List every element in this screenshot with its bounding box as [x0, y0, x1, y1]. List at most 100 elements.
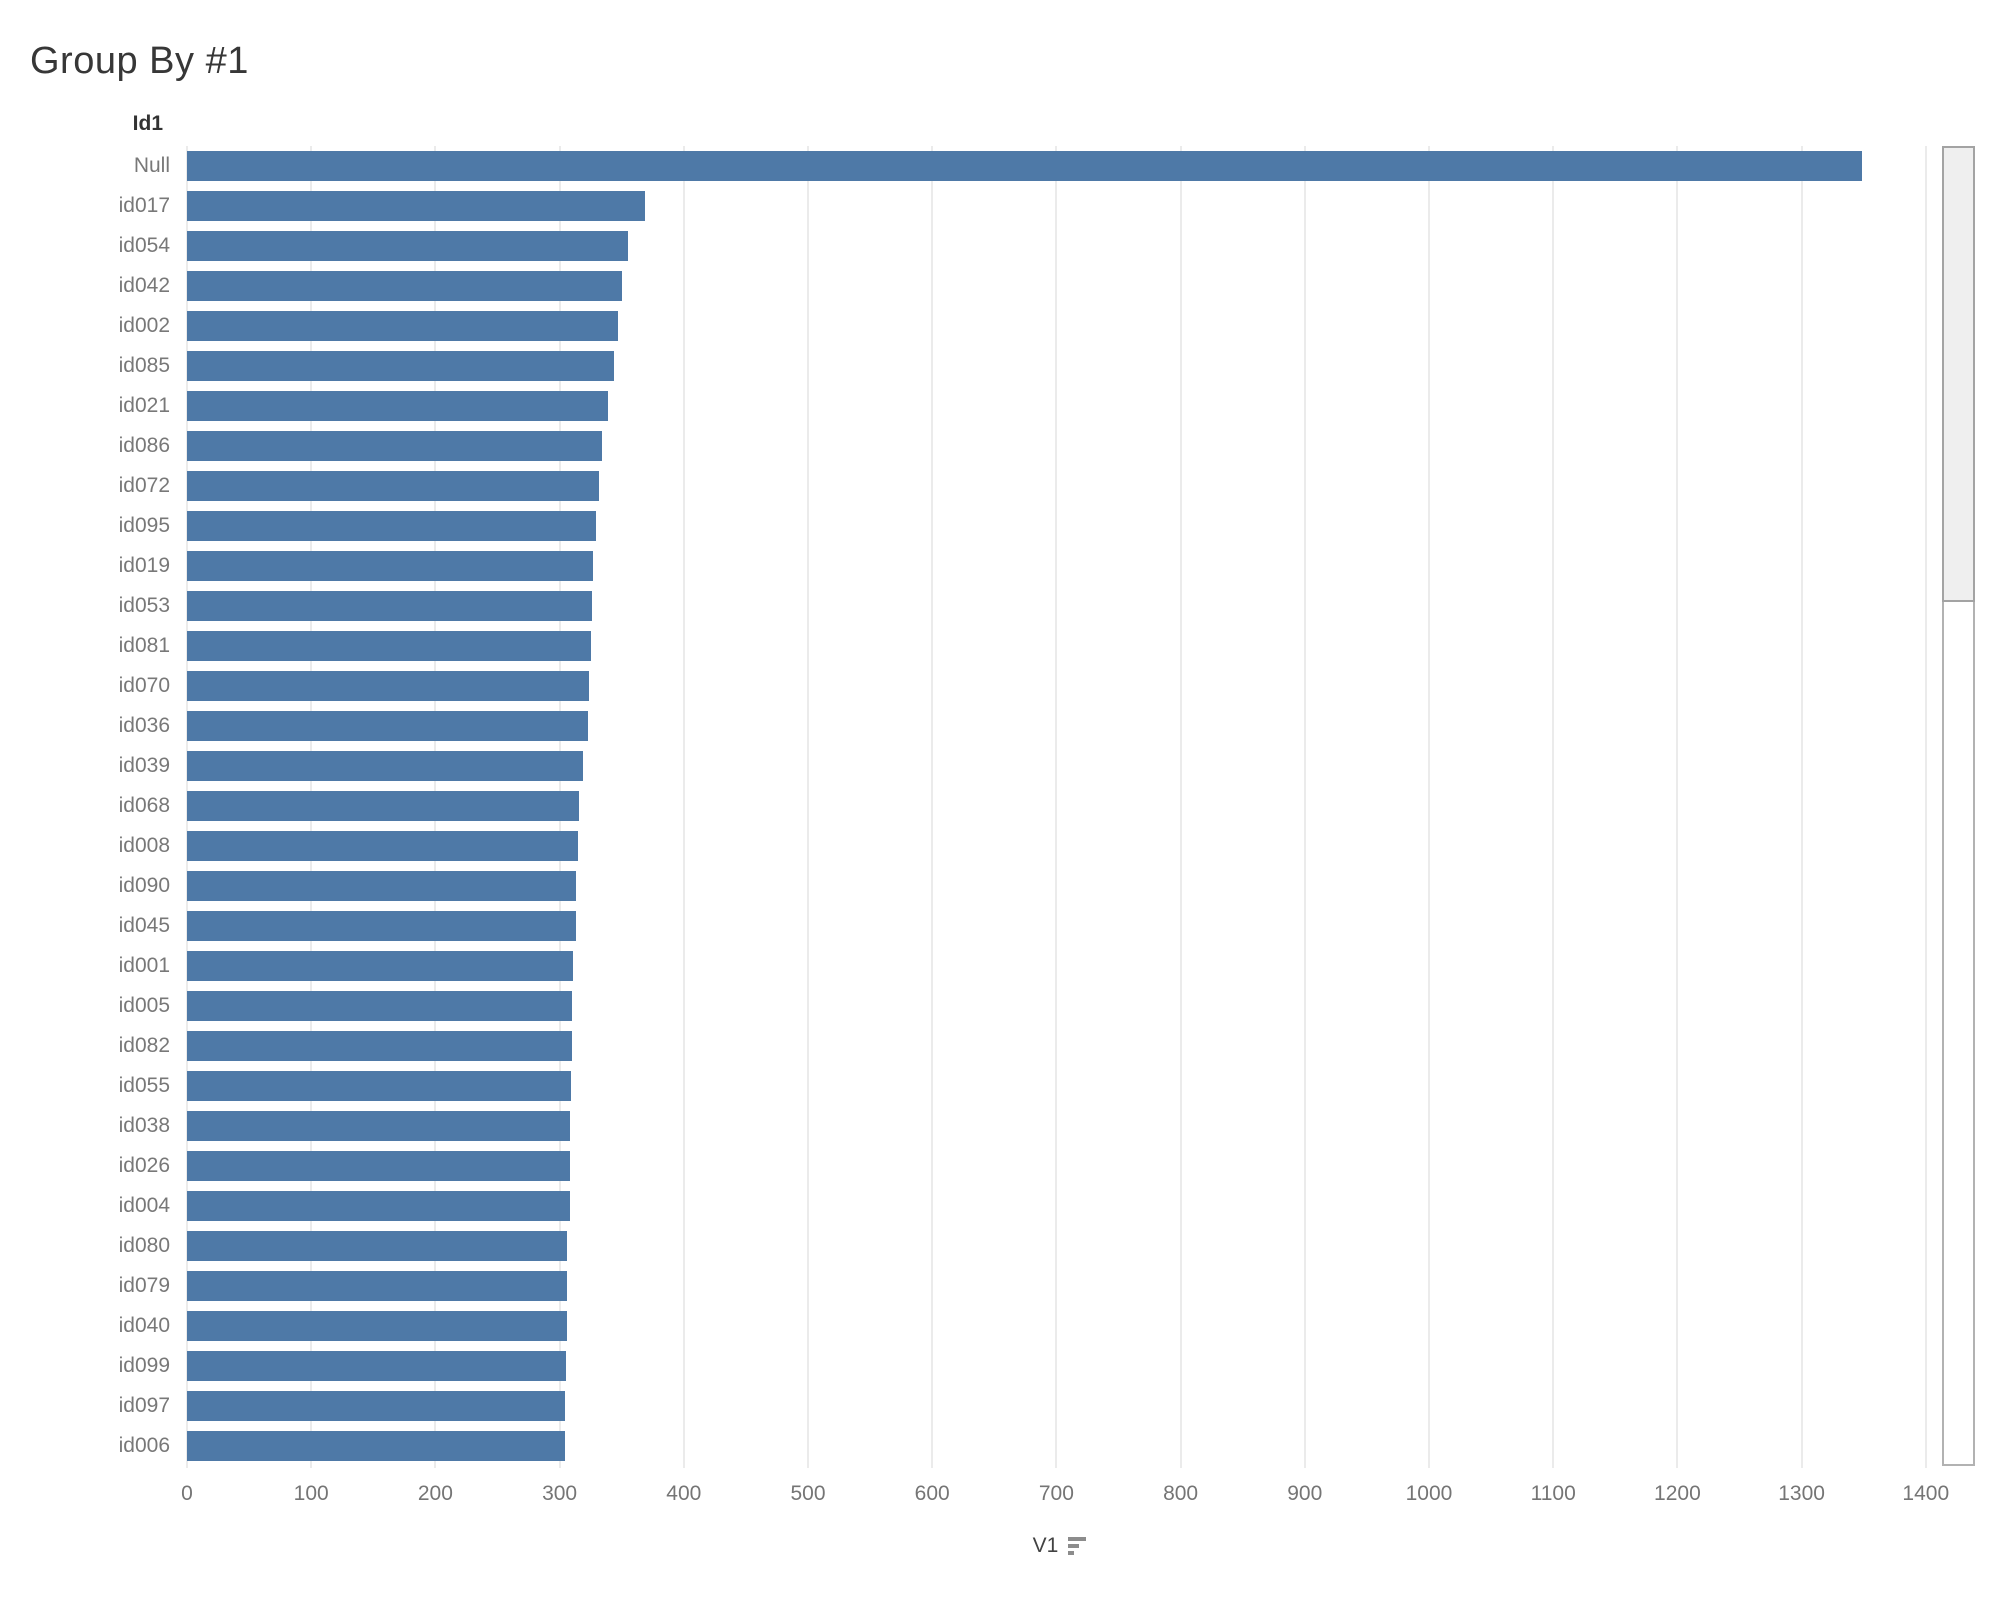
x-tick-label-500: 500 [790, 1482, 826, 1505]
gridline-600 [931, 146, 934, 1468]
bar-id006[interactable] [187, 1431, 565, 1461]
x-axis-title: V1 [1032, 1534, 1059, 1557]
bar-id068[interactable] [187, 791, 580, 821]
bar-id038[interactable] [187, 1111, 570, 1141]
bar-id099[interactable] [187, 1351, 566, 1381]
row-label-column: Null id017 id054 id042 id002 id085 id021 id086 i… [0, 146, 170, 1466]
bar-id002[interactable] [187, 311, 618, 341]
row-label-id021: id021 [118, 394, 170, 417]
bar-id055[interactable] [187, 1071, 571, 1101]
bar-id042[interactable] [187, 271, 622, 301]
sort-bar-medium [1068, 1544, 1080, 1548]
bar-id070[interactable] [187, 671, 590, 701]
bar-id019[interactable] [187, 551, 594, 581]
row-label-id090: id090 [118, 874, 170, 897]
x-tick-label-1200: 1200 [1654, 1482, 1701, 1505]
bar-Null[interactable] [187, 151, 1863, 181]
gridline-700 [1055, 146, 1058, 1468]
x-tick-label-600: 600 [914, 1482, 950, 1505]
bar-id097[interactable] [187, 1391, 565, 1421]
row-label-id053: id053 [118, 594, 170, 617]
row-label-id095: id095 [118, 514, 170, 537]
row-label-id085: id085 [118, 354, 170, 377]
row-label-id082: id082 [118, 1034, 170, 1057]
bar-id085[interactable] [187, 351, 615, 381]
bar-id021[interactable] [187, 391, 609, 421]
x-tick-label-1000: 1000 [1405, 1482, 1453, 1505]
gridline-1300 [1800, 146, 1803, 1468]
row-label-id097: id097 [118, 1394, 170, 1417]
x-tick-label-200: 200 [417, 1482, 453, 1505]
row-label-id036: id036 [118, 714, 170, 737]
bar-id008[interactable] [187, 831, 579, 861]
bar-id045[interactable] [187, 911, 576, 941]
x-tick-label-100: 100 [293, 1482, 329, 1505]
sort-bar-short [1068, 1551, 1075, 1555]
gridline-1100 [1552, 146, 1555, 1468]
row-label-id017: id017 [118, 194, 170, 217]
x-tick-label-0: 0 [181, 1482, 193, 1505]
row-label-id099: id099 [118, 1354, 170, 1377]
gridline-900 [1303, 146, 1306, 1468]
row-label-id019: id019 [118, 554, 170, 577]
row-label-id045: id045 [118, 914, 170, 937]
x-tick-label-400: 400 [666, 1482, 702, 1505]
bar-id001[interactable] [187, 951, 574, 981]
bar-id082[interactable] [187, 1031, 573, 1061]
gridline-1400 [1924, 146, 1927, 1468]
bar-id081[interactable] [187, 631, 591, 661]
bar-id054[interactable] [187, 231, 628, 261]
bar-id072[interactable] [187, 471, 600, 501]
bar-id017[interactable] [187, 191, 646, 221]
bar-id090[interactable] [187, 871, 576, 901]
bar-id079[interactable] [187, 1271, 568, 1301]
row-label-id004: id004 [118, 1194, 170, 1217]
scrollbar-track[interactable] [1942, 146, 1975, 1466]
sort-descending-icon[interactable] [1068, 1537, 1087, 1555]
bar-id036[interactable] [187, 711, 589, 741]
gridline-400 [682, 146, 685, 1468]
bar-id039[interactable] [187, 751, 584, 781]
row-label-id080: id080 [118, 1234, 170, 1257]
bar-id040[interactable] [187, 1311, 568, 1341]
row-label-id005: id005 [118, 994, 170, 1017]
row-label-id026: id026 [118, 1154, 170, 1177]
row-label-Null: Null [133, 154, 170, 177]
x-tick-label-800: 800 [1163, 1482, 1199, 1505]
bar-id080[interactable] [187, 1231, 568, 1261]
x-axis-tick-row: 0 100 200 300 400 500 600 700 800 900 1000 1100 1200… [181, 1482, 1949, 1510]
x-tick-label-900: 900 [1287, 1482, 1323, 1505]
row-label-id081: id081 [118, 634, 170, 657]
scrollbar-thumb[interactable] [1942, 146, 1975, 602]
gridline-500 [806, 146, 809, 1468]
bar-id053[interactable] [187, 591, 592, 621]
row-label-id054: id054 [118, 234, 170, 257]
x-axis-title-group: V1 [187, 1534, 1932, 1558]
row-label-id070: id070 [118, 674, 170, 697]
x-tick-label-300: 300 [542, 1482, 578, 1505]
row-label-id038: id038 [118, 1114, 170, 1137]
gridline-1000 [1427, 146, 1430, 1468]
gridline-800 [1179, 146, 1182, 1468]
sort-bar-long [1068, 1537, 1087, 1541]
chart-title: Group By #1 [30, 40, 249, 82]
row-header-id1: Id1 [132, 112, 163, 135]
row-label-id002: id002 [118, 314, 170, 337]
gridline-1200 [1676, 146, 1679, 1468]
row-label-id072: id072 [118, 474, 170, 497]
row-label-id068: id068 [118, 794, 170, 817]
bar-id086[interactable] [187, 431, 602, 461]
row-label-id039: id039 [118, 754, 170, 777]
bar-id026[interactable] [187, 1151, 570, 1181]
row-label-id008: id008 [118, 834, 170, 857]
row-label-id001: id001 [118, 954, 170, 977]
row-label-id040: id040 [118, 1314, 170, 1337]
plot-area [186, 146, 1932, 1468]
row-label-id086: id086 [118, 434, 170, 457]
bar-id005[interactable] [187, 991, 573, 1021]
bar-id004[interactable] [187, 1191, 570, 1221]
bar-id095[interactable] [187, 511, 596, 541]
row-label-id079: id079 [118, 1274, 170, 1297]
x-tick-label-1400: 1400 [1902, 1482, 1950, 1505]
x-tick-label-1300: 1300 [1778, 1482, 1825, 1505]
